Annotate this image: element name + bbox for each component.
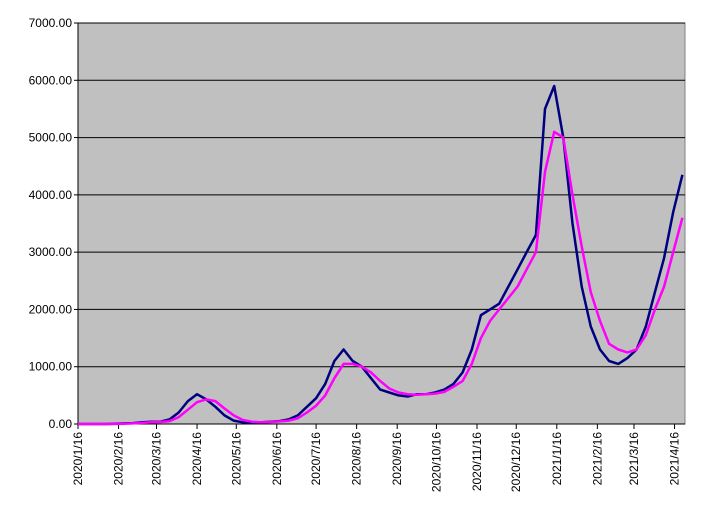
y-tick-label: 3000.00 bbox=[29, 245, 73, 259]
series-line bbox=[78, 84, 684, 426]
x-tick-label: 2020/5/16 bbox=[229, 432, 243, 486]
series-line bbox=[78, 130, 684, 426]
x-tick-label: 2020/2/16 bbox=[112, 432, 126, 486]
x-tick-label: 2021/1/16 bbox=[550, 432, 564, 486]
x-tick-label: 2021/2/16 bbox=[590, 432, 604, 486]
x-tick-label: 2021/3/16 bbox=[627, 432, 641, 486]
x-tick-label: 2020/6/16 bbox=[270, 432, 284, 486]
y-tick-label: 4000.00 bbox=[29, 188, 73, 202]
plot-area bbox=[77, 22, 686, 425]
x-tick-label: 2021/4/16 bbox=[668, 432, 682, 486]
x-tick-label: 2020/3/16 bbox=[149, 432, 163, 486]
x-tick-label: 2020/11/16 bbox=[470, 432, 484, 491]
x-tick-label: 2020/10/16 bbox=[429, 432, 443, 492]
y-tick-label: 7000.00 bbox=[29, 16, 73, 30]
x-tick-label: 2020/12/16 bbox=[509, 432, 523, 492]
y-tick-label: 1000.00 bbox=[29, 360, 73, 374]
y-tick-label: 6000.00 bbox=[29, 73, 73, 87]
y-tick-label: 0.00 bbox=[49, 417, 73, 431]
y-tick-label: 5000.00 bbox=[29, 131, 73, 145]
x-tick-label: 2020/7/16 bbox=[309, 432, 323, 486]
y-tick-label: 2000.00 bbox=[29, 302, 73, 316]
x-tick-label: 2020/1/16 bbox=[71, 432, 85, 486]
x-tick-label: 2020/9/16 bbox=[390, 432, 404, 486]
x-tick-label: 2020/4/16 bbox=[190, 432, 204, 486]
x-tick-label: 2020/8/16 bbox=[350, 432, 364, 486]
